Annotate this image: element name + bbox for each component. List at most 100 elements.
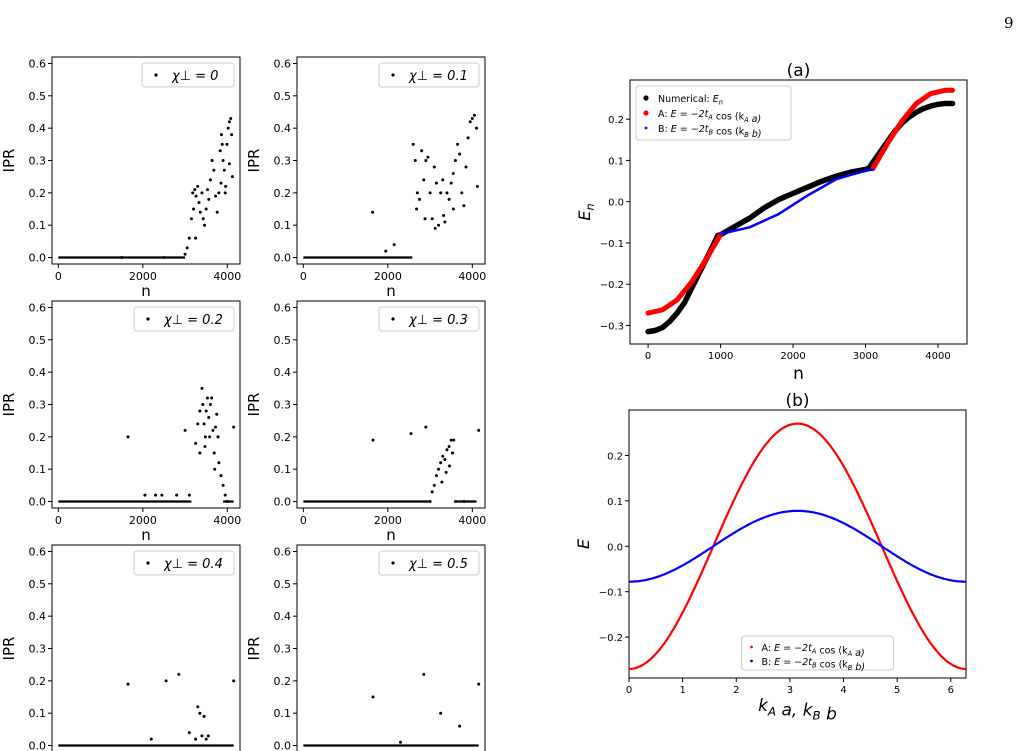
data-point bbox=[207, 415, 211, 419]
data-point bbox=[450, 451, 454, 455]
y-tick-label: 0.4 bbox=[274, 610, 292, 623]
data-point bbox=[422, 178, 426, 182]
ipr-panel-0: 0.0 0.1 0.2 0.3 0.4 0.5 0.6 0 2000 4000 n IPR χ⊥ = 0 bbox=[0, 56, 241, 300]
data-point bbox=[220, 142, 224, 146]
y-axis-label-math: E bbox=[575, 210, 594, 221]
x-tick-label: 4000 bbox=[213, 270, 241, 283]
legend-label: B: E = −2tB cos (kB b) bbox=[658, 124, 762, 140]
legend-label-sub: n bbox=[719, 98, 723, 106]
data-point bbox=[213, 425, 217, 429]
data-point bbox=[449, 181, 453, 185]
data-point bbox=[392, 243, 396, 247]
y-axis-label: E bbox=[574, 538, 593, 549]
legend-label-math: b) bbox=[749, 129, 762, 140]
y-tick-label: 0.6 bbox=[274, 57, 292, 70]
data-point bbox=[143, 493, 147, 497]
data-point bbox=[434, 181, 438, 185]
y-tick-label: 0.1 bbox=[29, 707, 47, 720]
y-tick-label: 0.0 bbox=[608, 198, 624, 209]
data-point bbox=[448, 464, 452, 468]
data-point bbox=[212, 168, 216, 172]
y-tick-label: 0.1 bbox=[29, 219, 47, 232]
data-point bbox=[208, 178, 212, 182]
panel-title: (a) bbox=[787, 61, 811, 81]
legend-label-math: cos (k bbox=[713, 111, 745, 122]
x-tick-label: 2000 bbox=[780, 351, 805, 362]
data-point bbox=[205, 188, 209, 192]
legend-label-prefix: B: bbox=[658, 124, 671, 135]
legend-marker bbox=[391, 317, 395, 321]
x-tick-label: 0 bbox=[300, 514, 307, 527]
data-point bbox=[223, 191, 227, 195]
data-point bbox=[201, 403, 205, 406]
x-axis-label: n bbox=[386, 282, 396, 300]
legend-label-math: E = −2t bbox=[671, 109, 710, 120]
y-axis-label: IPR bbox=[245, 637, 263, 661]
legend-label-sub: B bbox=[708, 128, 713, 136]
data-point bbox=[225, 142, 229, 146]
data-point bbox=[475, 184, 479, 188]
data-point bbox=[202, 422, 206, 426]
x-tick-label: 2000 bbox=[129, 514, 157, 527]
y-tick-label: 0.6 bbox=[29, 57, 47, 70]
plot-frame bbox=[296, 300, 486, 509]
y-tick-label: 0.6 bbox=[274, 545, 292, 558]
data-point bbox=[441, 454, 445, 458]
ipr-panel-3: 0.0 0.1 0.2 0.3 0.4 0.5 0.6 0 2000 4000 n IPR χ⊥ = 0… bbox=[245, 300, 486, 544]
y-tick-label: 0.1 bbox=[607, 497, 623, 508]
data-point bbox=[211, 428, 215, 432]
data-point bbox=[216, 435, 220, 439]
data-point bbox=[192, 207, 196, 211]
x-axis-label: n bbox=[141, 526, 151, 544]
y-tick-label: 0.5 bbox=[29, 90, 47, 103]
data-point bbox=[433, 226, 437, 230]
data-point bbox=[477, 428, 481, 432]
data-point bbox=[198, 210, 202, 214]
x-tick-label: 4000 bbox=[213, 514, 241, 527]
data-point bbox=[477, 682, 481, 686]
legend-label-sub: A bbox=[811, 647, 817, 655]
data-point bbox=[226, 126, 230, 130]
plot-frame bbox=[296, 544, 486, 751]
data-point bbox=[466, 136, 470, 140]
data-point bbox=[189, 217, 193, 221]
x-tick-label: 1000 bbox=[708, 351, 733, 362]
data-point bbox=[196, 705, 200, 709]
data-point bbox=[198, 711, 202, 715]
y-axis-label: En bbox=[575, 203, 597, 220]
x-axis-label-sub: A bbox=[767, 704, 776, 718]
data-point bbox=[187, 236, 191, 240]
y-axis-label: IPR bbox=[245, 393, 263, 417]
data-point bbox=[221, 483, 225, 487]
legend-box bbox=[378, 550, 480, 576]
data-point bbox=[203, 435, 207, 439]
y-tick-label: 0.5 bbox=[274, 90, 292, 103]
y-tick-label: 0.0 bbox=[607, 542, 623, 553]
data-point bbox=[464, 165, 468, 169]
legend-marker bbox=[146, 561, 150, 565]
data-point bbox=[443, 457, 447, 461]
legend-label-prefix: A: bbox=[762, 643, 775, 654]
legend-label-math: b) bbox=[852, 662, 865, 673]
data-point bbox=[445, 448, 449, 452]
x-axis-label-math: k bbox=[758, 696, 769, 716]
data-point bbox=[223, 493, 227, 497]
data-point bbox=[443, 220, 447, 224]
data-point bbox=[452, 438, 456, 442]
data-point bbox=[227, 120, 231, 124]
y-tick-label: 0.3 bbox=[29, 643, 47, 656]
data-point bbox=[447, 445, 451, 449]
legend-marker bbox=[391, 73, 395, 77]
data-point bbox=[449, 438, 453, 442]
y-tick-label: 0.3 bbox=[274, 399, 292, 412]
data-point bbox=[225, 500, 229, 504]
data-point bbox=[229, 116, 233, 120]
x-tick-label: 3000 bbox=[853, 351, 878, 362]
x-tick-label: 5 bbox=[894, 685, 900, 696]
legend-label-math: a) bbox=[749, 114, 762, 125]
x-tick-label: 2000 bbox=[374, 514, 402, 527]
data-point bbox=[232, 679, 236, 683]
data-point bbox=[213, 467, 217, 471]
data-point bbox=[399, 740, 403, 744]
